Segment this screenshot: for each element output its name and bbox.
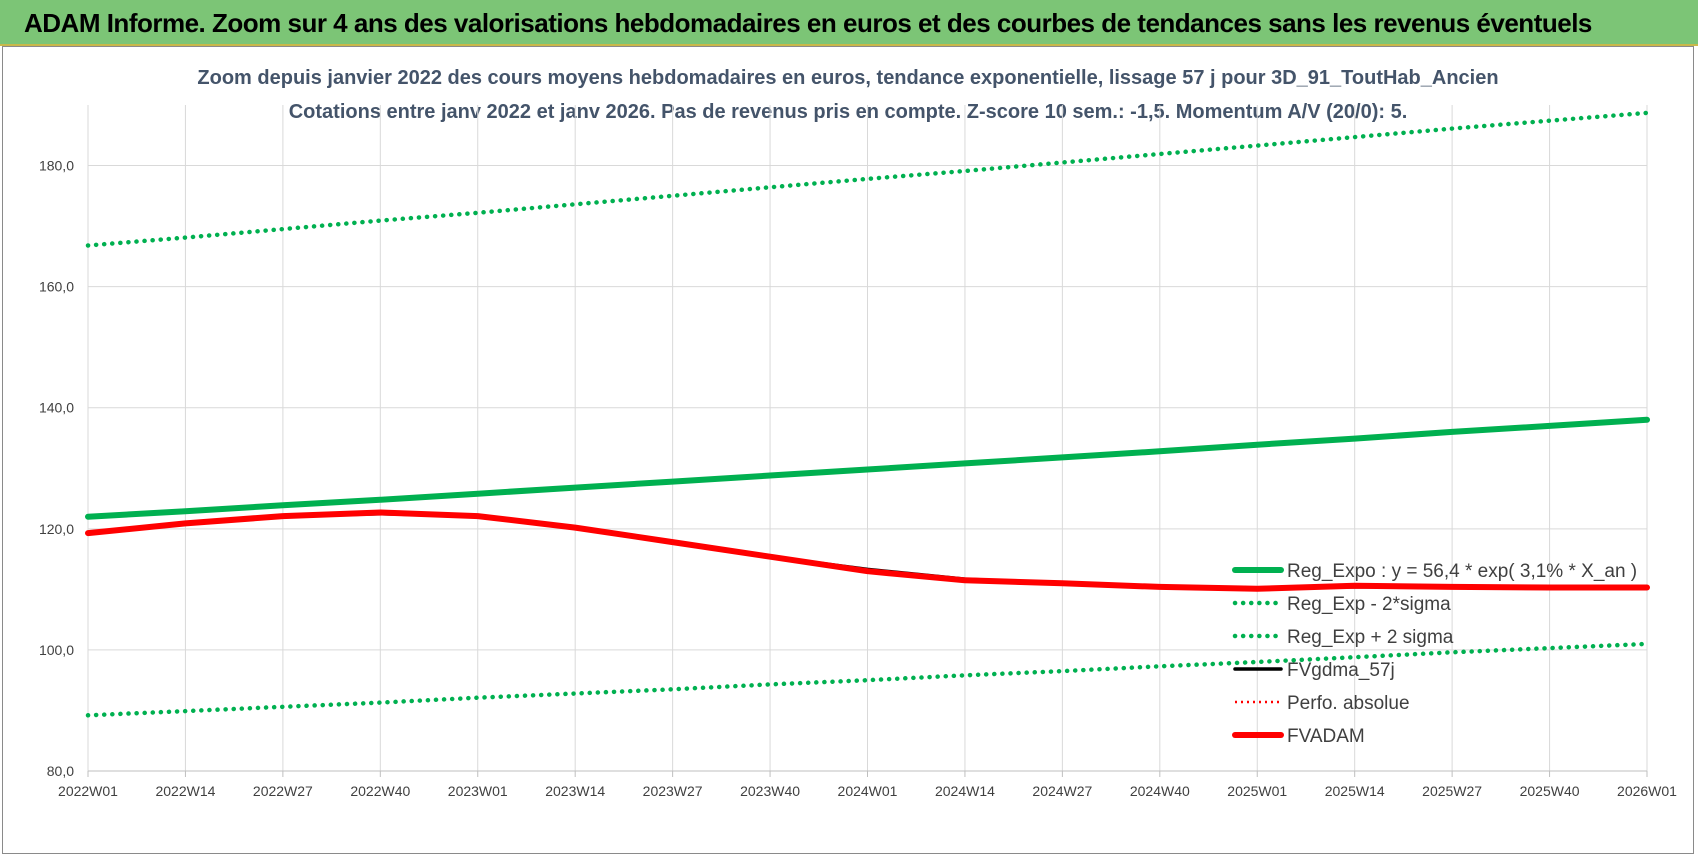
legend-label: FVgdma_57j <box>1287 660 1395 681</box>
x-tick-label: 2023W27 <box>643 783 703 799</box>
series-line-reg-exp-2-sigma <box>85 641 1650 718</box>
x-tick-label: 2023W01 <box>448 783 508 799</box>
x-tick-label: 2022W27 <box>253 783 313 799</box>
x-tick-label: 2024W40 <box>1130 783 1190 799</box>
legend-label: Reg_Exp + 2 sigma <box>1287 627 1454 648</box>
chart-subtitle: Cotations entre janv 2022 et janv 2026. … <box>289 101 1408 123</box>
series-line-reg-exp-2-sigma <box>85 110 1650 248</box>
x-tick-label: 2022W01 <box>58 783 118 799</box>
x-tick-label: 2024W01 <box>838 783 898 799</box>
series-lines <box>85 110 1650 718</box>
legend-label: FVADAM <box>1287 726 1365 747</box>
x-tick-label: 2024W27 <box>1032 783 1092 799</box>
x-tick-label: 2022W14 <box>155 783 215 799</box>
y-tick-label: 120,0 <box>39 521 74 537</box>
x-tick-label: 2025W14 <box>1325 783 1385 799</box>
y-tick-label: 180,0 <box>39 158 74 174</box>
x-tick-label: 2025W40 <box>1520 783 1580 799</box>
legend: Reg_Expo : y = 56,4 * exp( 3,1% * X_an )… <box>1232 561 1637 747</box>
legend-label: Perfo. absolue <box>1287 693 1410 714</box>
legend-label: Reg_Expo : y = 56,4 * exp( 3,1% * X_an ) <box>1287 561 1637 582</box>
gridlines <box>87 105 1648 777</box>
x-tick-label: 2026W01 <box>1617 783 1677 799</box>
y-tick-label: 80,0 <box>47 763 74 779</box>
x-tick-label: 2025W27 <box>1422 783 1482 799</box>
x-tick-label: 2022W40 <box>350 783 410 799</box>
y-tick-label: 100,0 <box>39 642 74 658</box>
legend-label: Reg_Exp - 2*sigma <box>1287 594 1451 615</box>
y-tick-label: 140,0 <box>39 400 74 416</box>
report-banner: ADAM Informe. Zoom sur 4 ans des valoris… <box>0 0 1698 46</box>
y-axis: 80,0 100,0 120,0 140,0 160,0 180,0 <box>39 158 74 779</box>
line-chart: Zoom depuis janvier 2022 des cours moyen… <box>39 67 1677 799</box>
x-tick-label: 2023W40 <box>740 783 800 799</box>
x-axis: 2022W01 2022W14 2022W27 2022W40 2023W01 2023W… <box>58 783 1677 799</box>
chart-frame: Zoom depuis janvier 2022 des cours moyen… <box>2 46 1694 854</box>
series-line-fvadam <box>85 509 1650 592</box>
x-tick-label: 2024W14 <box>935 783 995 799</box>
report-title: ADAM Informe. Zoom sur 4 ans des valoris… <box>24 8 1592 38</box>
y-tick-label: 160,0 <box>39 279 74 295</box>
x-tick-label: 2025W01 <box>1227 783 1287 799</box>
chart-title: Zoom depuis janvier 2022 des cours moyen… <box>197 67 1498 89</box>
x-tick-label: 2023W14 <box>545 783 605 799</box>
series-line-reg-expo-y-56-4-exp-3-1-x-an <box>85 416 1650 520</box>
